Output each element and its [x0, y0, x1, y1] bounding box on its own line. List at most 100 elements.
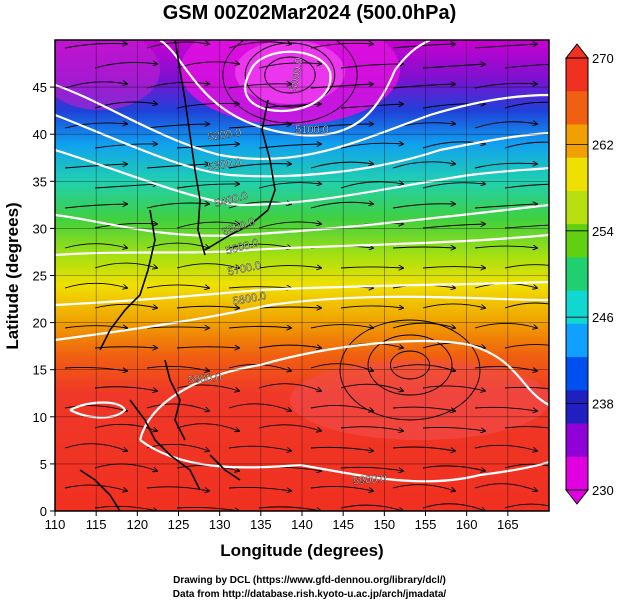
streamline	[504, 141, 549, 149]
x-tick-label: 145	[332, 517, 354, 532]
x-tick-label: 155	[415, 517, 437, 532]
colorbar-min-arrow	[564, 489, 590, 505]
streamline	[258, 345, 321, 348]
streamline	[422, 426, 485, 431]
contour-label: 5900.0	[187, 372, 222, 387]
streamline	[504, 503, 549, 509]
contour-line	[55, 203, 549, 237]
streamline	[310, 363, 373, 371]
streamline	[94, 505, 157, 511]
streamline	[422, 267, 485, 268]
streamline	[258, 424, 321, 431]
colorbar-segment	[566, 224, 588, 258]
streamline	[340, 267, 403, 268]
x-tick-label: 135	[250, 517, 272, 532]
streamline	[64, 443, 127, 451]
colorbar-tick-label: 238	[592, 397, 614, 412]
colorbar-segment	[566, 456, 588, 491]
colorbar-segment	[566, 157, 588, 192]
streamline	[176, 423, 239, 431]
streamline	[94, 347, 157, 348]
streamline	[392, 204, 455, 209]
streamline	[310, 162, 373, 169]
streamline	[504, 101, 549, 109]
contour-line	[55, 83, 549, 161]
credit-drawing: Drawing by DCL (https://www.gfd-dennou.o…	[173, 575, 446, 586]
streamline	[474, 406, 537, 411]
streamline	[504, 63, 549, 69]
streamline	[474, 483, 537, 491]
colorbar-tick-label: 262	[592, 137, 614, 152]
colorbar-max-arrow	[564, 43, 590, 59]
streamline	[64, 123, 127, 129]
circulation-streamline	[264, 56, 316, 94]
x-tick-label: 130	[209, 517, 231, 532]
streamline	[94, 184, 157, 189]
streamline	[146, 486, 209, 491]
y-tick-label: 30	[33, 221, 47, 236]
streamline	[422, 64, 485, 69]
y-tick-label: 5	[40, 457, 47, 472]
colorbar-segment	[566, 91, 588, 125]
contour-label: 5800.0	[232, 290, 267, 308]
streamline	[340, 306, 403, 308]
credit-data: Data from http://database.rish.kyoto-u.a…	[172, 589, 447, 600]
streamline	[474, 163, 537, 169]
colorbar-segment	[566, 58, 588, 92]
streamline	[258, 266, 321, 268]
streamline	[176, 144, 239, 149]
streamline	[146, 164, 209, 169]
streamline	[310, 124, 373, 129]
streamline	[310, 202, 373, 209]
streamline	[340, 104, 403, 109]
streamline	[146, 124, 209, 129]
coastline	[174, 40, 206, 256]
streamline	[504, 426, 549, 429]
wind-streamlines	[64, 40, 549, 511]
streamline	[176, 62, 239, 69]
streamline	[94, 262, 157, 268]
contour-label: 5000.0	[288, 57, 306, 92]
colorbar-segment	[566, 390, 588, 425]
streamline	[176, 506, 239, 511]
streamline	[392, 446, 455, 451]
streamline	[474, 44, 537, 49]
streamline	[392, 84, 455, 89]
streamline	[64, 164, 127, 169]
streamline	[94, 303, 157, 308]
y-tick-label: 10	[33, 410, 47, 425]
streamline	[64, 282, 127, 288]
contour-label: 5300.0	[207, 157, 242, 174]
x-axis-ticks: 110 115 120 125 130 135 140 145 150 155 160 165	[45, 40, 519, 532]
west-trough-shade	[55, 40, 160, 110]
circulation-streamline	[389, 350, 431, 380]
coastline	[79, 469, 121, 511]
contour-line	[244, 50, 332, 113]
streamline	[340, 466, 403, 471]
streamline	[340, 143, 403, 149]
colorbar-segment	[566, 124, 588, 159]
streamline	[504, 264, 549, 269]
x-tick-label: 115	[86, 517, 107, 532]
streamline	[392, 247, 455, 248]
colorbar-segment	[566, 257, 588, 292]
streamline	[94, 102, 157, 109]
y-tick-label: 40	[33, 127, 47, 142]
cold-low-center	[235, 40, 345, 104]
streamline	[474, 246, 537, 248]
streamline	[146, 42, 209, 49]
x-tick-label: 140	[291, 517, 313, 532]
streamline	[474, 322, 537, 328]
contour-line	[159, 40, 431, 137]
streamline	[146, 443, 209, 451]
circulation-streamline	[367, 334, 453, 396]
streamline	[176, 103, 239, 109]
colorbar-tick-label: 254	[592, 224, 614, 239]
colorbar-tick-label: 230	[592, 483, 614, 498]
streamline	[310, 485, 373, 491]
streamline	[392, 406, 455, 411]
streamline	[340, 426, 403, 431]
streamline	[310, 84, 373, 89]
streamline	[146, 203, 209, 209]
